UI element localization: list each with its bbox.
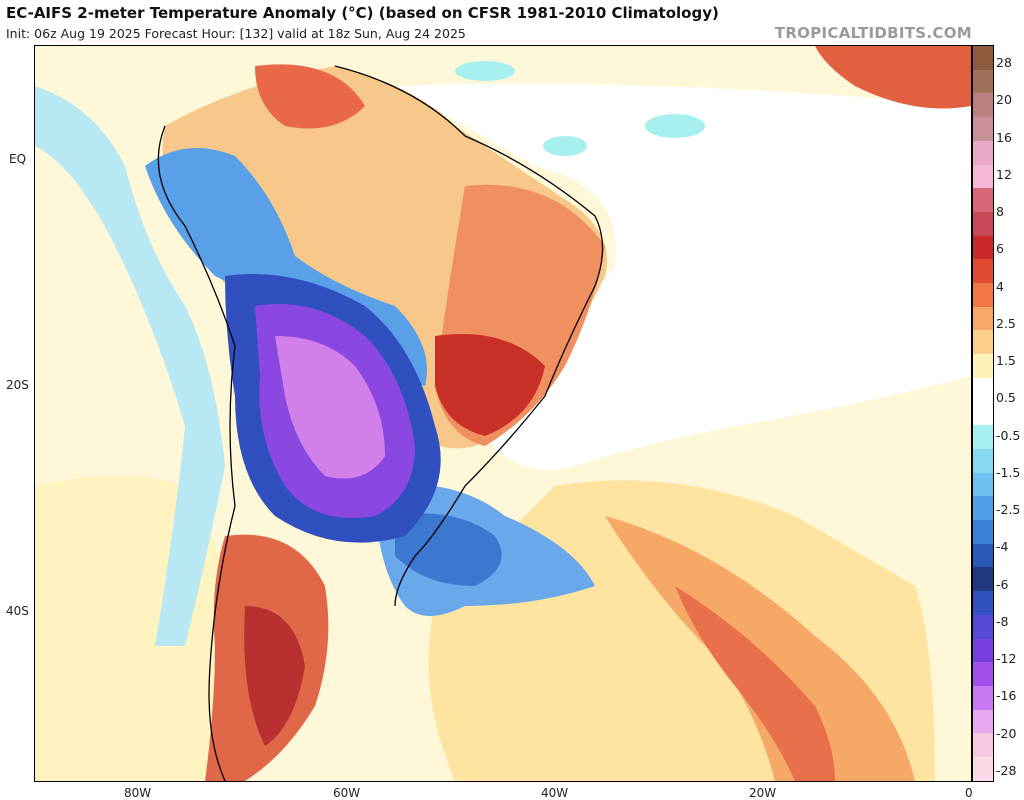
colorbar-label: 1.5 (996, 353, 1016, 369)
colorbar-segment (973, 93, 993, 118)
colorbar-segment (973, 283, 993, 307)
colorbar-segment (973, 733, 993, 758)
cyan-patch-2 (543, 136, 587, 156)
lat-label-40s: 40S (6, 604, 29, 618)
watermark: TROPICALTIDBITS.COM (774, 24, 972, 42)
lon-label-40w: 40W (541, 786, 569, 800)
warm-streak (605, 516, 915, 781)
colorbar-segment (973, 425, 993, 449)
colorbar-label: 4 (996, 278, 1004, 294)
colorbar-label: -12 (996, 651, 1017, 667)
colorbar-label: 16 (996, 129, 1012, 145)
lon-label-80w: 80W (124, 786, 152, 800)
colorbar-segment (973, 638, 993, 663)
colorbar-segment (973, 543, 993, 568)
lat-label-eq: EQ (9, 152, 27, 166)
colorbar-segment (973, 211, 993, 236)
colorbar-segment (973, 567, 993, 592)
colorbar-segment (973, 235, 993, 260)
lon-label-0: 0 (965, 786, 973, 800)
colorbar-label: -20 (996, 725, 1017, 741)
map-title: EC-AIFS 2-meter Temperature Anomaly (°C)… (6, 4, 719, 22)
colorbar-label: -0.5 (996, 427, 1021, 443)
colorbar-segment (973, 188, 993, 212)
colorbar-segment (973, 46, 993, 70)
warm-africa (815, 46, 971, 109)
colorbar-segment (973, 472, 993, 497)
colorbar-segment (973, 520, 993, 544)
colorbar-label: -6 (996, 576, 1009, 592)
cold-pacific-strip (35, 86, 225, 646)
deep-cold-magenta (275, 336, 385, 479)
colorbar-segment (973, 401, 993, 426)
colorbar-segment (973, 259, 993, 284)
colorbar-label: -1.5 (996, 464, 1021, 480)
colorbar-segment (973, 448, 993, 473)
colorbar-segment (973, 117, 993, 141)
coastline (157, 65, 604, 781)
colorbar-segment (973, 757, 993, 781)
colorbar-label: 8 (996, 204, 1004, 220)
colorbar-segment (973, 306, 993, 331)
colorbar-label: 0.5 (996, 390, 1016, 406)
colorbar-label: 20 (996, 92, 1012, 108)
colorbar-label: -28 (996, 763, 1017, 778)
colorbar-label: 12 (996, 166, 1012, 182)
colorbar-label: 6 (996, 241, 1004, 257)
colorbar-label: 28 (996, 55, 1012, 70)
anomaly-map (34, 45, 972, 782)
colorbar-label: -4 (996, 539, 1009, 555)
colorbar-segment (973, 709, 993, 734)
colorbar-segment (973, 614, 993, 639)
colorbar-label: -16 (996, 688, 1017, 704)
cold-ocean-core (395, 513, 502, 586)
lon-label-60w: 60W (333, 786, 361, 800)
lon-label-20w: 20W (749, 786, 777, 800)
map-subtitle: Init: 06z Aug 19 2025 Forecast Hour: [13… (6, 26, 466, 41)
warm-core (675, 586, 835, 781)
colorbar-segment (973, 164, 993, 189)
colorbar (972, 45, 994, 782)
colorbar-segment (973, 69, 993, 94)
anomaly-map-svg (35, 46, 971, 781)
warm-venezuela (255, 64, 365, 129)
colorbar-segment (973, 140, 993, 165)
hot-se-brazil (435, 334, 545, 436)
lat-label-20s: 20S (6, 378, 29, 392)
colorbar-segment (973, 377, 993, 402)
colorbar-segment (973, 591, 993, 615)
colorbar-segment (973, 685, 993, 710)
colorbar-label: -8 (996, 613, 1009, 629)
colorbar-label: 2.5 (996, 315, 1016, 331)
colorbar-segment (973, 662, 993, 686)
colorbar-segment (973, 354, 993, 378)
cyan-patch-1 (645, 114, 705, 138)
colorbar-segment (973, 496, 993, 521)
colorbar-label: -2.5 (996, 502, 1021, 518)
cyan-patch-3 (455, 61, 515, 81)
hot-patagonia-core (244, 606, 305, 746)
colorbar-segment (973, 330, 993, 355)
